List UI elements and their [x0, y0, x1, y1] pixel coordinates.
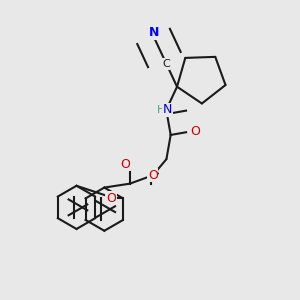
- Text: N: N: [163, 103, 172, 116]
- Text: O: O: [148, 169, 158, 182]
- Text: N: N: [148, 26, 159, 39]
- Text: C: C: [162, 59, 170, 69]
- Text: O: O: [106, 192, 116, 205]
- Text: O: O: [120, 158, 130, 171]
- Text: H: H: [157, 105, 165, 115]
- Text: O: O: [190, 125, 200, 138]
